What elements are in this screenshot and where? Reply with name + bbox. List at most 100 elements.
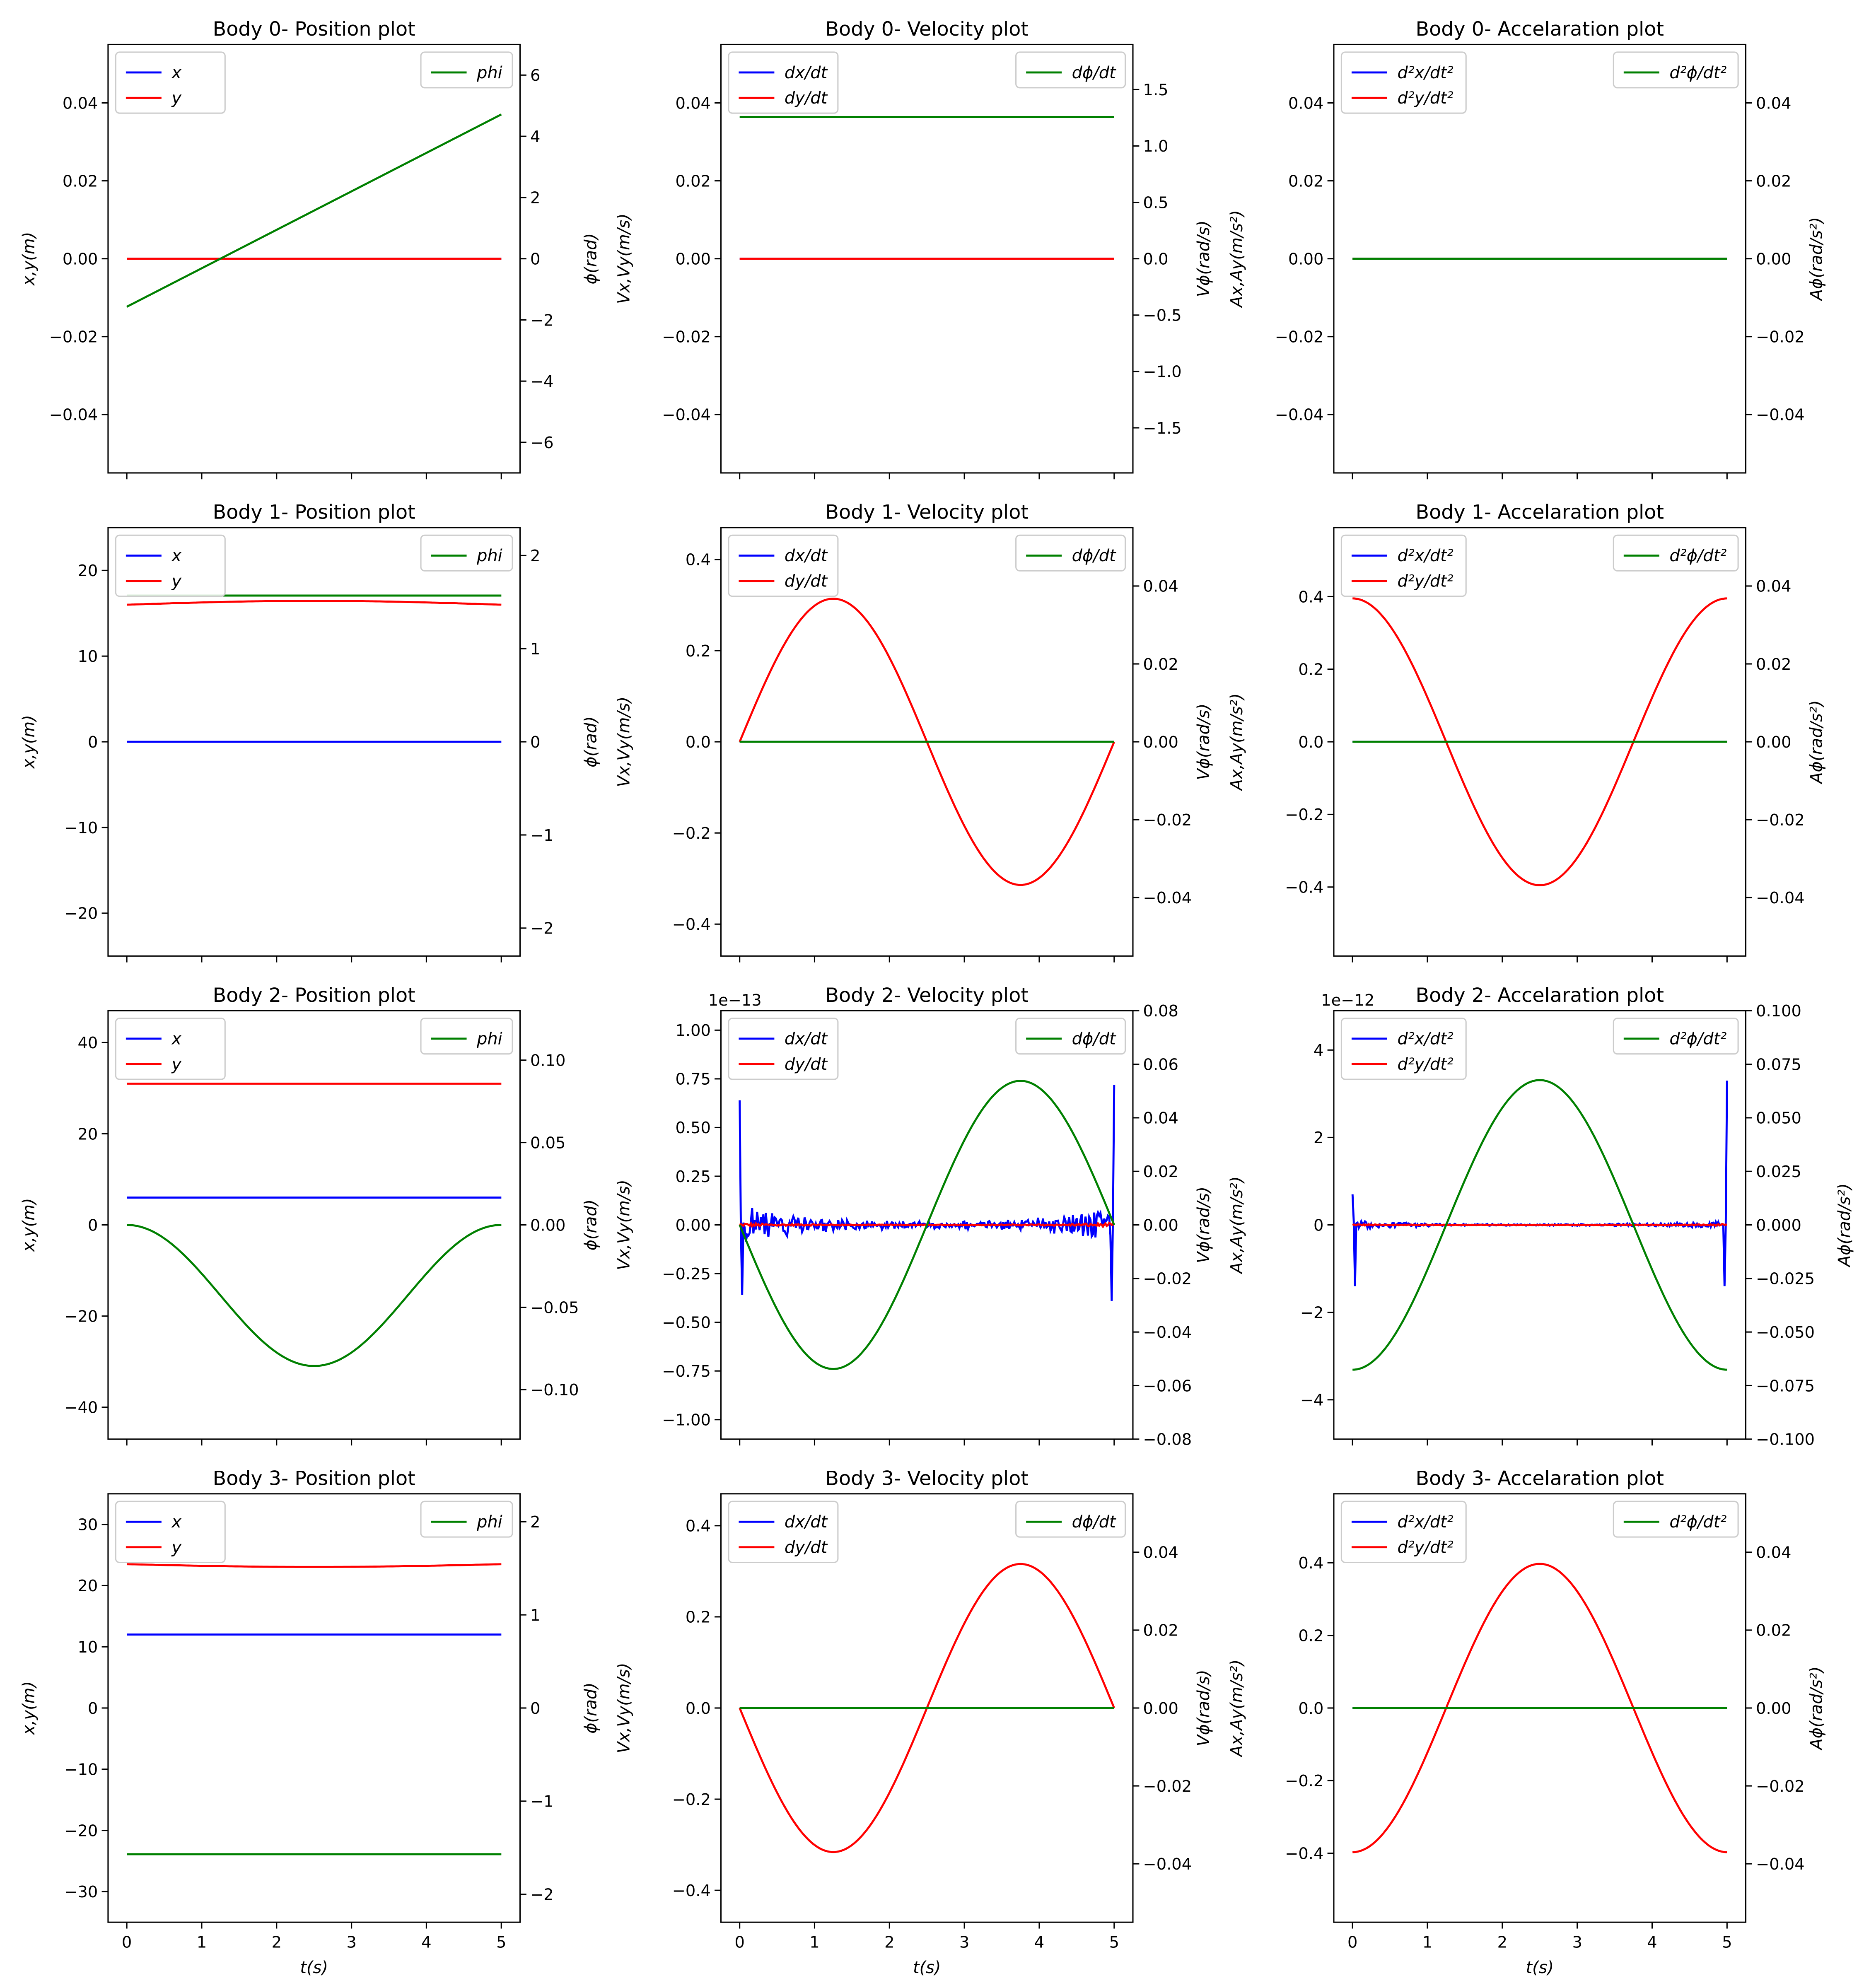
y-tick-label-left: 0.00 bbox=[675, 250, 710, 268]
x-tick-label: 5 bbox=[1722, 1933, 1732, 1952]
y-tick-label-right: −0.02 bbox=[1756, 811, 1805, 830]
y-tick-label-right: 0 bbox=[530, 733, 540, 752]
legend-frame bbox=[1015, 51, 1126, 89]
subplot-11: Body 3- Accelaration plot 0 1 2 3 4 5 t(s) 0.4 0.… bbox=[1227, 1467, 1826, 1977]
y-tick-label-left: 0.4 bbox=[1298, 588, 1323, 606]
legend-frame bbox=[1015, 1501, 1126, 1538]
legend-label: dy/dt bbox=[785, 1538, 828, 1557]
y-tick-label-right: −0.02 bbox=[1756, 328, 1805, 347]
series-group bbox=[1352, 597, 1727, 886]
y-tick-label-left: 0.00 bbox=[1288, 250, 1323, 268]
y-tick-label-left: −0.4 bbox=[672, 915, 711, 934]
legend-label: dϕ/dt bbox=[1072, 546, 1116, 565]
y-tick-label-right: 2 bbox=[530, 189, 540, 207]
series-group bbox=[126, 113, 502, 308]
y-tick-label-left: −0.50 bbox=[662, 1313, 711, 1332]
legend-frame bbox=[420, 1018, 513, 1055]
y-tick-label-right: 0.000 bbox=[1756, 1216, 1801, 1235]
y-tick-label-left: 0.4 bbox=[1298, 1554, 1323, 1573]
y-tick-label-right: −0.04 bbox=[1756, 1855, 1805, 1874]
y-axis-label-right: ϕ(rad) bbox=[582, 1199, 601, 1251]
legend-left: xy bbox=[115, 1018, 226, 1080]
y-tick-label-right: 0.025 bbox=[1756, 1163, 1801, 1181]
y-tick-label-right: 0 bbox=[530, 1699, 540, 1718]
y-tick-label-left: −20 bbox=[64, 905, 98, 923]
legend-right: dϕ/dt bbox=[1015, 1501, 1126, 1538]
legend-frame bbox=[1613, 534, 1739, 572]
y-axis-label-right: ϕ(rad) bbox=[582, 233, 601, 285]
y-tick-label-left: −0.4 bbox=[1285, 1844, 1323, 1863]
y-tick-label-right: −0.02 bbox=[1756, 1777, 1805, 1796]
y-tick-label-right: 0.00 bbox=[1756, 1699, 1791, 1718]
y-tick-label-right: 6 bbox=[530, 66, 540, 85]
y-tick-label-left: 0.2 bbox=[686, 642, 711, 661]
series-group bbox=[1352, 1563, 1727, 1853]
legend-frame bbox=[420, 1501, 513, 1538]
y-tick-label-right: 0.04 bbox=[1756, 1544, 1791, 1562]
legend-right: phi bbox=[420, 51, 513, 89]
y-tick-label-left: 30 bbox=[78, 1515, 98, 1534]
y-axis-label-right: Aϕ(rad/s²) bbox=[1807, 217, 1826, 302]
y-tick-label-right: −0.04 bbox=[1756, 406, 1805, 425]
subplot-10: Body 3- Velocity plot 0 1 2 3 4 5 t(s) 0.4 0.2 0.0… bbox=[614, 1467, 1213, 1977]
legend-left: xy bbox=[115, 51, 226, 114]
y-axis-label-right: Vϕ(rad/s) bbox=[1194, 704, 1213, 780]
subplot-title: Body 3- Velocity plot bbox=[825, 1467, 1029, 1490]
offset-text: 1e−12 bbox=[1321, 991, 1374, 1010]
y-axis-label-left: x,y(m) bbox=[19, 232, 39, 287]
y-tick-label-left: 0 bbox=[88, 733, 98, 752]
legend-label: d²x/dt² bbox=[1397, 1030, 1453, 1049]
legend-frame bbox=[1613, 1018, 1739, 1055]
y-tick-label-left: 0.0 bbox=[686, 733, 711, 752]
y-axis-label-left: x,y(m) bbox=[19, 715, 39, 770]
y-tick-label-right: 1 bbox=[530, 640, 540, 659]
y-tick-label-left: 0.00 bbox=[63, 250, 98, 268]
subplot-2: Body 0- Accelaration plot 0.04 0.02 0.00 −0.… bbox=[1227, 18, 1826, 480]
y-tick-label-right: −0.04 bbox=[1756, 889, 1805, 907]
y-tick-label-right: 0.04 bbox=[1756, 94, 1791, 113]
y-axis-label-left: Ax,Ay(m/s²) bbox=[1227, 1176, 1246, 1275]
legend-label: d²x/dt² bbox=[1397, 546, 1453, 565]
subplot-title: Body 0- Position plot bbox=[213, 18, 415, 41]
subplot-title: Body 2- Accelaration plot bbox=[1416, 984, 1664, 1007]
y-axis-label-left: Ax,Ay(m/s²) bbox=[1227, 1660, 1246, 1758]
y-axis-label-right: Vϕ(rad/s) bbox=[1194, 220, 1213, 297]
subplot-1: Body 0- Velocity plot 0.04 0.02 0.00 −0.02 −0… bbox=[614, 18, 1213, 480]
y-axis-label-left: Ax,Ay(m/s²) bbox=[1227, 693, 1246, 792]
y-tick-label-left: 20 bbox=[78, 1125, 98, 1144]
y-tick-label-left: 0.00 bbox=[675, 1216, 710, 1235]
y-tick-label-right: 0.00 bbox=[1143, 733, 1178, 752]
x-tick-label: 4 bbox=[1647, 1933, 1657, 1952]
x-tick-label: 1 bbox=[1422, 1933, 1432, 1952]
y-axis-label-left: Vx,Vy(m/s) bbox=[614, 213, 633, 304]
series-group bbox=[126, 594, 502, 743]
y-tick-label-right: −0.100 bbox=[1756, 1431, 1815, 1449]
x-tick-label: 1 bbox=[197, 1933, 207, 1952]
x-tick-label: 3 bbox=[1572, 1933, 1582, 1952]
y-tick-label-right: 0 bbox=[530, 250, 540, 268]
legend-left: dx/dt dy/dt bbox=[728, 1501, 839, 1563]
legend-label: y bbox=[171, 572, 182, 591]
y-axis-label-right: ϕ(rad) bbox=[582, 716, 601, 767]
y-axis-label-left: x,y(m) bbox=[19, 1681, 39, 1736]
y-tick-label-right: −0.075 bbox=[1756, 1377, 1815, 1395]
y-tick-label-right: −0.05 bbox=[530, 1298, 579, 1317]
legend-label: x bbox=[171, 63, 181, 82]
legend-left: d²x/dt² d²y/dt² bbox=[1340, 1501, 1467, 1563]
y-tick-label-left: −30 bbox=[64, 1883, 98, 1901]
y-tick-label-left: −10 bbox=[64, 819, 98, 837]
legend-frame bbox=[115, 51, 226, 114]
legend-label: d²x/dt² bbox=[1397, 1513, 1453, 1532]
y-tick-label-left: −0.4 bbox=[1285, 878, 1323, 897]
y-tick-label-right: −0.02 bbox=[1143, 1777, 1192, 1796]
y-tick-label-right: 1.0 bbox=[1143, 137, 1169, 156]
legend-left: xy bbox=[115, 1501, 226, 1563]
y-tick-label-right: −1.5 bbox=[1143, 419, 1182, 438]
x-axis-label: t(s) bbox=[1526, 1958, 1554, 1977]
legend-right: d²ϕ/dt² bbox=[1613, 51, 1739, 89]
legend-label: d²ϕ/dt² bbox=[1669, 1030, 1726, 1049]
y-tick-label-right: −2 bbox=[530, 919, 554, 938]
legend-right: d²ϕ/dt² bbox=[1613, 534, 1739, 572]
series-line-0 bbox=[739, 1084, 1116, 1301]
legend-frame bbox=[115, 1501, 226, 1563]
